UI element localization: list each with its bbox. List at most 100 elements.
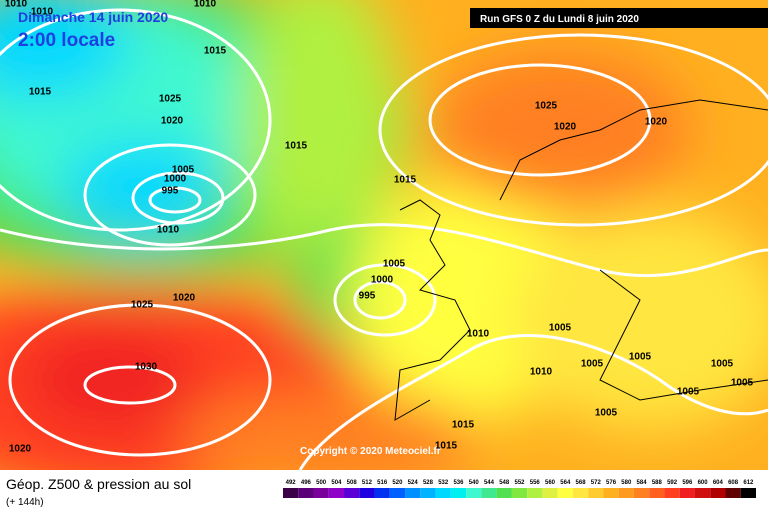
scale-swatch [740, 488, 756, 498]
isobar-label: 1000 [164, 174, 187, 185]
scale-swatch [328, 488, 345, 498]
scale-swatch [527, 488, 543, 498]
scale-swatch [298, 488, 314, 498]
scale-swatch [649, 488, 665, 498]
scale-label: 508 [347, 480, 358, 486]
caption-title: Géop. Z500 & pression au sol [6, 476, 191, 492]
scale-label: 596 [682, 480, 693, 486]
scale-swatch [603, 488, 619, 498]
isobars [0, 8, 768, 470]
scale-label: 540 [469, 480, 480, 486]
scale-label: 600 [698, 480, 709, 486]
scale-swatch [572, 488, 589, 498]
scale-label: 584 [637, 480, 648, 486]
scale-label: 580 [621, 480, 632, 486]
isobar-label: 1020 [554, 122, 577, 133]
scale-swatch [710, 488, 726, 498]
scale-label: 568 [576, 480, 587, 486]
isobar-label: 1015 [452, 420, 475, 431]
isobar-label: 1015 [204, 46, 227, 57]
scale-label: 588 [652, 480, 663, 486]
isobar-label: 1010 [194, 0, 217, 10]
scale-swatch [511, 488, 528, 498]
isobar-label: 1025 [535, 101, 558, 112]
scale-swatch [481, 488, 497, 498]
scale-label: 592 [667, 480, 678, 486]
scale-label: 496 [301, 480, 312, 486]
scale-swatch [389, 488, 406, 498]
scale-label: 492 [286, 480, 297, 486]
scale-label: 500 [316, 480, 327, 486]
isobar-label: 1005 [581, 359, 604, 370]
scale-label: 560 [545, 480, 556, 486]
isobar-label: 1020 [645, 117, 668, 128]
color-scale: 492 496 500 504 508 512 516 520 524 528 532 536 540 5… [283, 480, 756, 498]
scale-swatch [557, 488, 573, 498]
isobar-label: 1030 [135, 362, 158, 373]
scale-label: 576 [606, 480, 617, 486]
isobar-label: 995 [359, 291, 376, 302]
scale-swatch [313, 488, 329, 498]
isobar-label: 1020 [161, 116, 184, 127]
isobar-label: 1010 [157, 225, 180, 236]
isobar-label: 1015 [29, 87, 52, 98]
scale-label: 556 [530, 480, 541, 486]
isobar-label: 1005 [629, 352, 652, 363]
map: 1010101010101015101510251020100510009951… [0, 0, 768, 470]
scale-swatch [283, 488, 299, 498]
isobar-label: 1010 [530, 367, 553, 378]
isobar-label: 1025 [131, 300, 154, 311]
copyright: Copyright © 2020 Meteociel.fr [300, 446, 441, 457]
scale-swatch [374, 488, 390, 498]
scale-label: 532 [438, 480, 449, 486]
field [0, 0, 768, 470]
isobar-label: 1010 [467, 329, 490, 340]
isobar-label: 1005 [595, 408, 618, 419]
scale-swatch [633, 488, 650, 498]
scale-swatch [694, 488, 711, 498]
scale-label: 608 [728, 480, 739, 486]
run-box [470, 8, 768, 28]
scale-label: 552 [514, 480, 525, 486]
scale-swatch [679, 488, 695, 498]
scale-label: 536 [453, 480, 464, 486]
isobar-label: 1005 [549, 323, 572, 334]
scale-swatch [450, 488, 467, 498]
scale-swatch [344, 488, 360, 498]
scale-label: 612 [743, 480, 754, 486]
scale-label: 564 [560, 480, 571, 486]
scale-swatch [664, 488, 680, 498]
scale-swatch [420, 488, 436, 498]
isobar-label: 1020 [9, 444, 32, 455]
coastlines [394, 99, 768, 421]
isobar-label: 1010 [5, 0, 28, 10]
isobar-label: 1015 [435, 441, 458, 452]
isobar-label: 1005 [677, 387, 700, 398]
scale-label: 524 [408, 480, 419, 486]
isobar-label: 1005 [172, 165, 195, 176]
isobar-labels: 1010101010101015101510251020100510009951… [5, 0, 754, 455]
scale-swatch [435, 488, 451, 498]
scale-swatch [542, 488, 558, 498]
run-info: Run GFS 0 Z du Lundi 8 juin 2020 [480, 14, 639, 25]
isobar-label: 1015 [394, 175, 417, 186]
scale-label: 528 [423, 480, 434, 486]
scale-swatch [466, 488, 482, 498]
scale-swatch [725, 488, 741, 498]
scale-swatch [405, 488, 421, 498]
scale-swatch [359, 488, 375, 498]
forecast-date: Dimanche 14 juin 2020 [18, 9, 168, 25]
isobar-label: 1000 [371, 275, 394, 286]
isobar-label: 1005 [383, 259, 406, 270]
scale-label: 604 [713, 480, 724, 486]
isobar-label: 1005 [711, 359, 734, 370]
isobar-label: 1015 [285, 141, 308, 152]
scale-swatch [618, 488, 634, 498]
caption-lead: (+ 144h) [6, 497, 44, 508]
scale-swatch [496, 488, 512, 498]
scale-label: 544 [484, 480, 495, 486]
isobar-label: 995 [162, 186, 179, 197]
isobar-label: 1005 [731, 378, 754, 389]
scale-swatch [588, 488, 604, 498]
